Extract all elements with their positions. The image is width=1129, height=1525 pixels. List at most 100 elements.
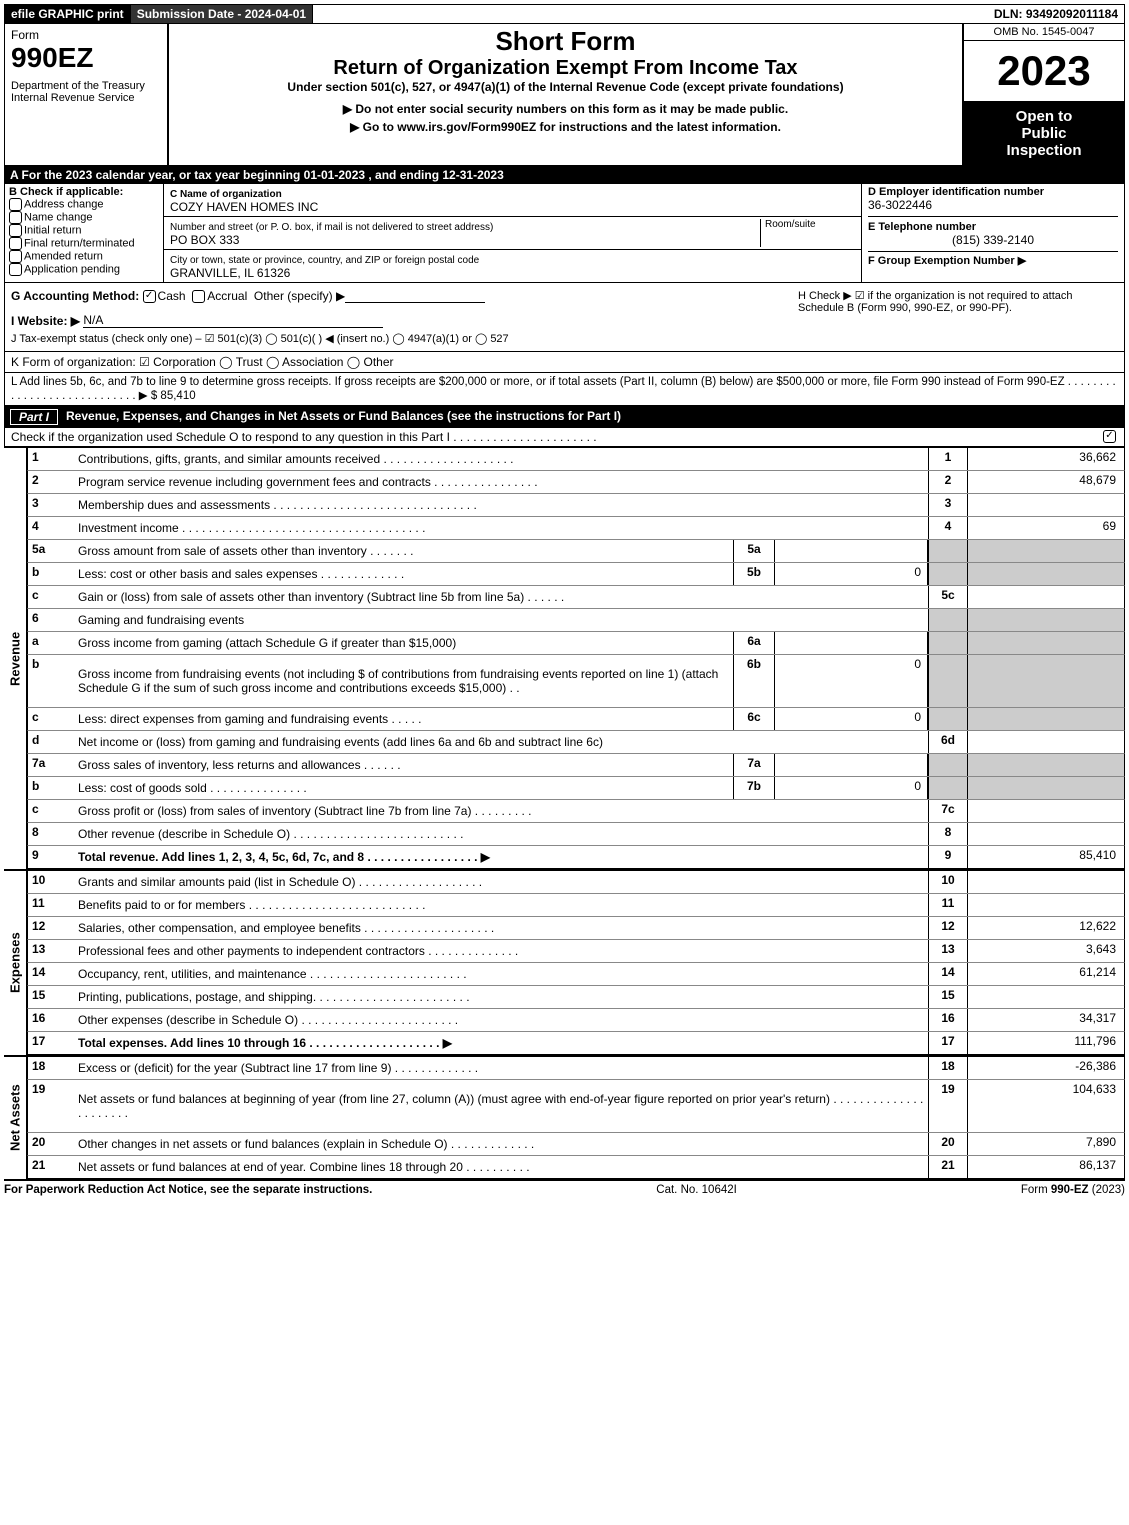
right-num: 15: [928, 986, 968, 1008]
footer-left: For Paperwork Reduction Act Notice, see …: [4, 1184, 372, 1196]
right-num: [928, 655, 968, 707]
line-5a: 5aGross amount from sale of assets other…: [27, 540, 1125, 563]
right-val: 104,633: [968, 1080, 1124, 1132]
right-num: [928, 777, 968, 799]
right-val: [968, 731, 1124, 753]
right-val: 12,622: [968, 917, 1124, 939]
side-revenue: Revenue: [4, 448, 27, 869]
right-val: [968, 823, 1124, 845]
line-desc: Gross profit or (loss) from sales of inv…: [74, 800, 928, 822]
g-label: G Accounting Method:: [11, 289, 139, 303]
right-num: 1: [928, 448, 968, 470]
line-desc: Membership dues and assessments . . . . …: [74, 494, 928, 516]
right-val: 61,214: [968, 963, 1124, 985]
line-desc: Other revenue (describe in Schedule O) .…: [74, 823, 928, 845]
main-title: Return of Organization Exempt From Incom…: [175, 57, 956, 80]
cash-label: Cash: [158, 289, 186, 303]
right-val: 69: [968, 517, 1124, 539]
col-c: C Name of organization COZY HAVEN HOMES …: [164, 184, 862, 282]
line-num: 9: [28, 846, 74, 868]
right-num: 10: [928, 871, 968, 893]
org-name: COZY HAVEN HOMES INC: [170, 200, 318, 214]
ein-value: 36-3022446: [868, 198, 1118, 212]
mid-val: 0: [775, 563, 928, 585]
line-1: 1Contributions, gifts, grants, and simil…: [27, 448, 1125, 471]
other-label: Other (specify) ▶: [254, 289, 345, 303]
line-desc: Gross sales of inventory, less returns a…: [74, 754, 733, 776]
right-val: [968, 655, 1124, 707]
right-val: 111,796: [968, 1032, 1124, 1054]
line-num: 10: [28, 871, 74, 893]
part1-title: Revenue, Expenses, and Changes in Net As…: [66, 409, 621, 425]
right-num: 8: [928, 823, 968, 845]
subtitle: Under section 501(c), 527, or 4947(a)(1)…: [175, 80, 956, 94]
mid-val: [775, 632, 928, 654]
line-b: bGross income from fundraising events (n…: [27, 655, 1125, 708]
footer-center: Cat. No. 10642I: [372, 1184, 1021, 1196]
right-num: 2: [928, 471, 968, 493]
line-c: cGross profit or (loss) from sales of in…: [27, 800, 1125, 823]
line-num: 3: [28, 494, 74, 516]
insp1: Open to: [1016, 108, 1073, 125]
line-2: 2Program service revenue including gover…: [27, 471, 1125, 494]
right-num: [928, 632, 968, 654]
b-opt-2: Initial return: [9, 224, 159, 237]
mid-val: [775, 540, 928, 562]
line-c: cLess: direct expenses from gaming and f…: [27, 708, 1125, 731]
net-assets-body: 18Excess or (deficit) for the year (Subt…: [27, 1057, 1125, 1179]
line-14: 14Occupancy, rent, utilities, and mainte…: [27, 963, 1125, 986]
line-desc: Program service revenue including govern…: [74, 471, 928, 493]
l-gross-receipts: L Add lines 5b, 6c, and 7b to line 9 to …: [4, 373, 1125, 406]
line-b: bLess: cost of goods sold . . . . . . . …: [27, 777, 1125, 800]
right-val: 34,317: [968, 1009, 1124, 1031]
right-num: 5c: [928, 586, 968, 608]
row-g-h: G Accounting Method: ✓Cash Accrual Other…: [4, 283, 1125, 352]
g-accounting: G Accounting Method: ✓Cash Accrual Other…: [11, 289, 798, 303]
c-street-label: Number and street (or P. O. box, if mail…: [170, 222, 493, 233]
b-opt-3: Final return/terminated: [9, 237, 159, 250]
line-num: 12: [28, 917, 74, 939]
revenue-body: 1Contributions, gifts, grants, and simil…: [27, 448, 1125, 869]
line-desc: Less: cost of goods sold . . . . . . . .…: [74, 777, 733, 799]
i-website: I Website: ▶ N/A: [11, 313, 798, 328]
submission-date: Submission Date - 2024-04-01: [131, 5, 313, 23]
line-num: 2: [28, 471, 74, 493]
omb-number: OMB No. 1545-0047: [964, 24, 1124, 41]
header-left: Form 990EZ Department of the Treasury In…: [5, 24, 169, 165]
line-desc: Net assets or fund balances at end of ye…: [74, 1156, 928, 1178]
line-c: cGain or (loss) from sale of assets othe…: [27, 586, 1125, 609]
website-value: N/A: [83, 313, 103, 327]
right-val: [968, 894, 1124, 916]
right-val: 86,137: [968, 1156, 1124, 1178]
mid-num: 7b: [733, 777, 775, 799]
line-num: 6: [28, 609, 74, 631]
line-num: 4: [28, 517, 74, 539]
right-num: 16: [928, 1009, 968, 1031]
form-number: 990EZ: [11, 42, 161, 74]
line-num: 1: [28, 448, 74, 470]
j-tax-status: J Tax-exempt status (check only one) – ☑…: [11, 332, 798, 345]
line-num: 13: [28, 940, 74, 962]
line-b: bLess: cost or other basis and sales exp…: [27, 563, 1125, 586]
c-city-label: City or town, state or province, country…: [170, 255, 479, 266]
line-num: 18: [28, 1057, 74, 1079]
line-d: dNet income or (loss) from gaming and fu…: [27, 731, 1125, 754]
right-val: [968, 871, 1124, 893]
line-desc: Contributions, gifts, grants, and simila…: [74, 448, 928, 470]
line-desc: Less: cost or other basis and sales expe…: [74, 563, 733, 585]
mid-num: 6b: [733, 655, 775, 707]
c-name-label: C Name of organization: [170, 189, 282, 200]
k-form-org: K Form of organization: ☑ Corporation ◯ …: [4, 352, 1125, 373]
right-val: 3,643: [968, 940, 1124, 962]
line-num: 15: [28, 986, 74, 1008]
page-footer: For Paperwork Reduction Act Notice, see …: [4, 1181, 1125, 1199]
line-num: 19: [28, 1080, 74, 1132]
right-num: 7c: [928, 800, 968, 822]
line-desc: Benefits paid to or for members . . . . …: [74, 894, 928, 916]
line-15: 15Printing, publications, postage, and s…: [27, 986, 1125, 1009]
line-8: 8Other revenue (describe in Schedule O) …: [27, 823, 1125, 846]
line-num: 5a: [28, 540, 74, 562]
part-label: Part I: [10, 409, 58, 425]
right-val: [968, 708, 1124, 730]
right-num: 4: [928, 517, 968, 539]
